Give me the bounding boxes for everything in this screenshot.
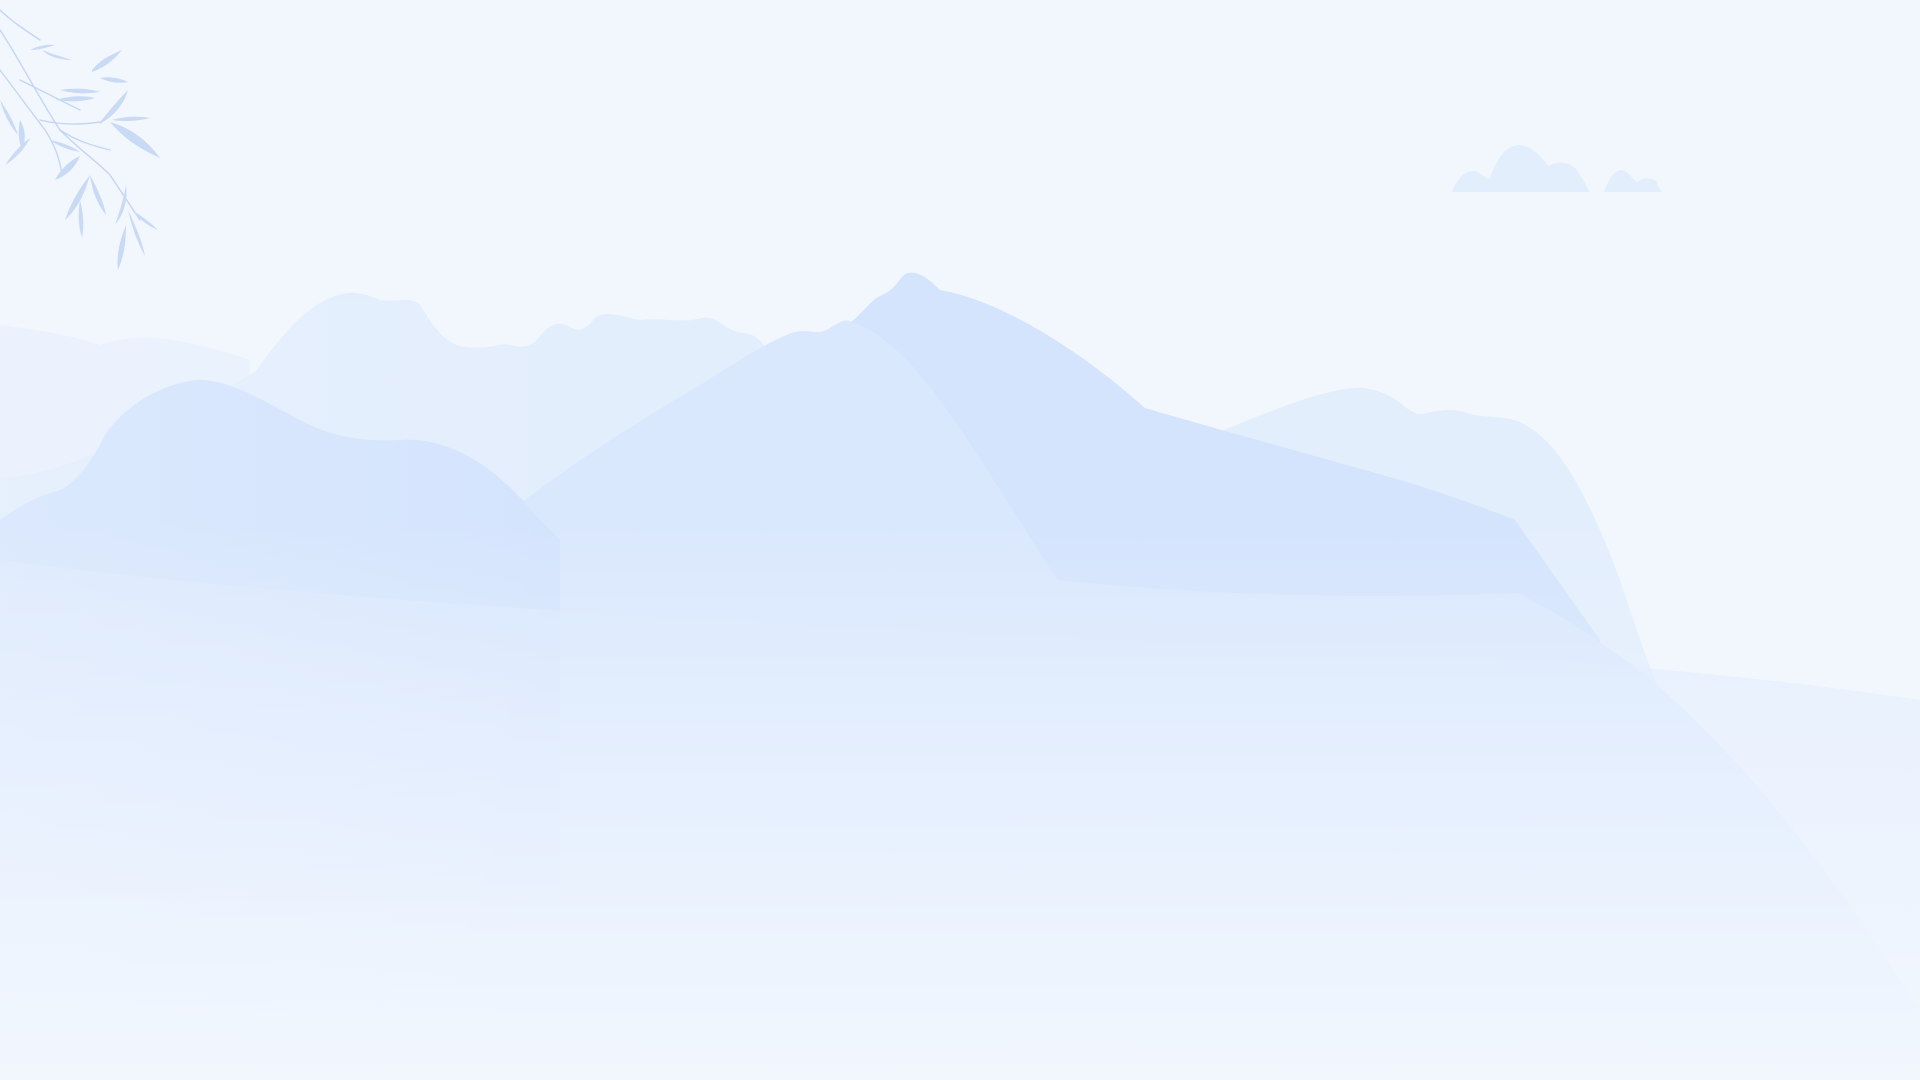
bamboo-branch-icon [0,9,141,221]
bamboo-leaves [0,44,160,270]
left-mist [0,300,1920,1080]
cloud-icon [1452,145,1662,192]
